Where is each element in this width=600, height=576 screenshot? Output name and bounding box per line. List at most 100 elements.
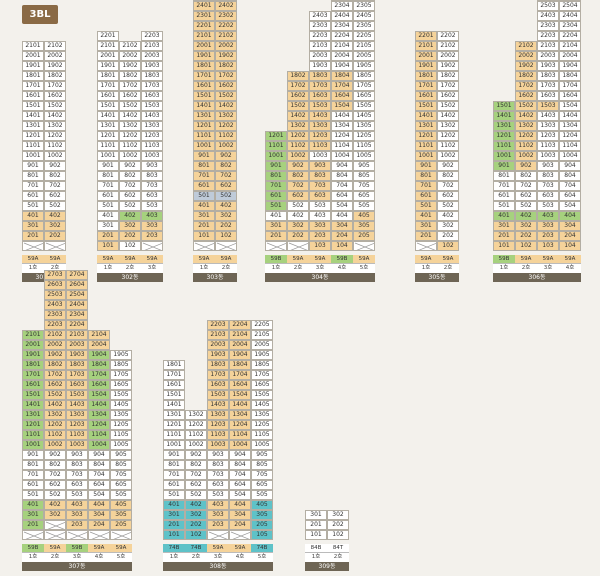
unit-cell: 1002 (215, 141, 237, 151)
unit-cell: 203 (66, 520, 88, 530)
unit-cell: 401 (163, 500, 185, 510)
unit-cell: 1305 (353, 121, 375, 131)
unit-cell: 2403 (44, 300, 66, 310)
unit-cell: 703 (141, 181, 163, 191)
unit-type-label: 59A (44, 544, 66, 553)
unit-cell: 1301 (163, 410, 185, 420)
unit-cell: 303 (66, 510, 88, 520)
line-label: 1호 (493, 264, 515, 273)
unit-cell: 701 (415, 181, 437, 191)
unit-cell: 101 (493, 241, 515, 251)
unit-cell: 2004 (331, 51, 353, 61)
empty-unit-cross (415, 241, 437, 251)
unit-cell: 1901 (22, 350, 44, 360)
unit-cell: 1904 (88, 350, 110, 360)
unit-cell: 604 (331, 191, 353, 201)
unit-cell: 1002 (437, 151, 459, 161)
unit-cell: 803 (537, 171, 559, 181)
unit-cell: 705 (353, 181, 375, 191)
unit-type-label: 59B (331, 255, 353, 264)
unit-cell: 2304 (66, 310, 88, 320)
unit-cell: 2202 (437, 31, 459, 41)
unit-type-label: 59A (215, 255, 237, 264)
unit-cell: 203 (207, 520, 229, 530)
unit-cell: 802 (119, 171, 141, 181)
unit-cell: 2205 (251, 320, 273, 330)
unit-cell: 1002 (44, 440, 66, 450)
unit-type-label: 59A (353, 255, 375, 264)
unit-cell: 501 (163, 490, 185, 500)
unit-cell: 1204 (559, 131, 581, 141)
unit-cell: 1303 (207, 410, 229, 420)
unit-cell: 804 (229, 460, 251, 470)
unit-cell: 1602 (44, 91, 66, 101)
unit-cell: 1405 (353, 111, 375, 121)
unit-type-label: 74B (185, 544, 207, 553)
line-label: 4호 (559, 264, 581, 273)
unit-cell: 401 (97, 211, 119, 221)
unit-cell: 1102 (215, 131, 237, 141)
unit-cell: 701 (265, 181, 287, 191)
unit-cell: 403 (141, 211, 163, 221)
unit-cell: 1301 (415, 121, 437, 131)
unit-cell: 1401 (22, 400, 44, 410)
unit-cell: 202 (44, 231, 66, 241)
unit-cell: 302 (119, 221, 141, 231)
unit-cell: 304 (229, 510, 251, 520)
unit-cell: 702 (44, 181, 66, 191)
unit-cell: 1301 (493, 121, 515, 131)
unit-cell: 803 (207, 460, 229, 470)
unit-cell: 1103 (66, 430, 88, 440)
unit-cell: 301 (22, 510, 44, 520)
unit-cell: 1803 (207, 360, 229, 370)
unit-cell: 1603 (66, 380, 88, 390)
unit-cell: 1102 (119, 141, 141, 151)
unit-cell: 1304 (559, 121, 581, 131)
unit-cell: 2005 (251, 340, 273, 350)
unit-cell: 1802 (119, 71, 141, 81)
building-name: 305동 (415, 273, 459, 282)
unit-cell: 1801 (415, 71, 437, 81)
line-label: 3호 (537, 264, 559, 273)
unit-cell: 301 (163, 510, 185, 520)
unit-cell: 1703 (309, 81, 331, 91)
unit-cell: 2203 (537, 31, 559, 41)
unit-cell: 402 (515, 211, 537, 221)
unit-cell: 1301 (193, 111, 215, 121)
unit-cell: 2103 (66, 330, 88, 340)
unit-cell: 2002 (437, 51, 459, 61)
unit-cell: 402 (215, 201, 237, 211)
unit-cell: 2002 (44, 340, 66, 350)
unit-cell: 2304 (331, 1, 353, 11)
unit-cell: 1003 (537, 151, 559, 161)
unit-cell: 1401 (493, 111, 515, 121)
unit-cell: 1002 (44, 151, 66, 161)
unit-cell: 1201 (265, 131, 287, 141)
unit-cell: 304 (88, 510, 110, 520)
unit-cell: 1803 (66, 360, 88, 370)
unit-cell: 602 (287, 191, 309, 201)
unit-cell: 2102 (119, 41, 141, 51)
unit-cell: 104 (331, 241, 353, 251)
unit-cell: 505 (353, 201, 375, 211)
unit-cell: 905 (110, 450, 132, 460)
unit-cell: 502 (44, 490, 66, 500)
unit-cell: 601 (22, 480, 44, 490)
unit-cell: 1904 (229, 350, 251, 360)
unit-cell: 1103 (207, 430, 229, 440)
unit-cell: 1104 (331, 141, 353, 151)
unit-cell: 403 (207, 500, 229, 510)
unit-cell: 1801 (22, 360, 44, 370)
unit-cell: 2102 (437, 41, 459, 51)
unit-cell: 301 (97, 221, 119, 231)
unit-cell: 104 (559, 241, 581, 251)
unit-cell: 1403 (141, 111, 163, 121)
unit-cell: 2304 (559, 21, 581, 31)
unit-cell: 201 (163, 520, 185, 530)
unit-cell: 701 (493, 181, 515, 191)
unit-cell: 1802 (44, 360, 66, 370)
unit-cell: 201 (415, 231, 437, 241)
unit-cell: 1205 (251, 420, 273, 430)
building-name: 307동 (22, 562, 132, 571)
